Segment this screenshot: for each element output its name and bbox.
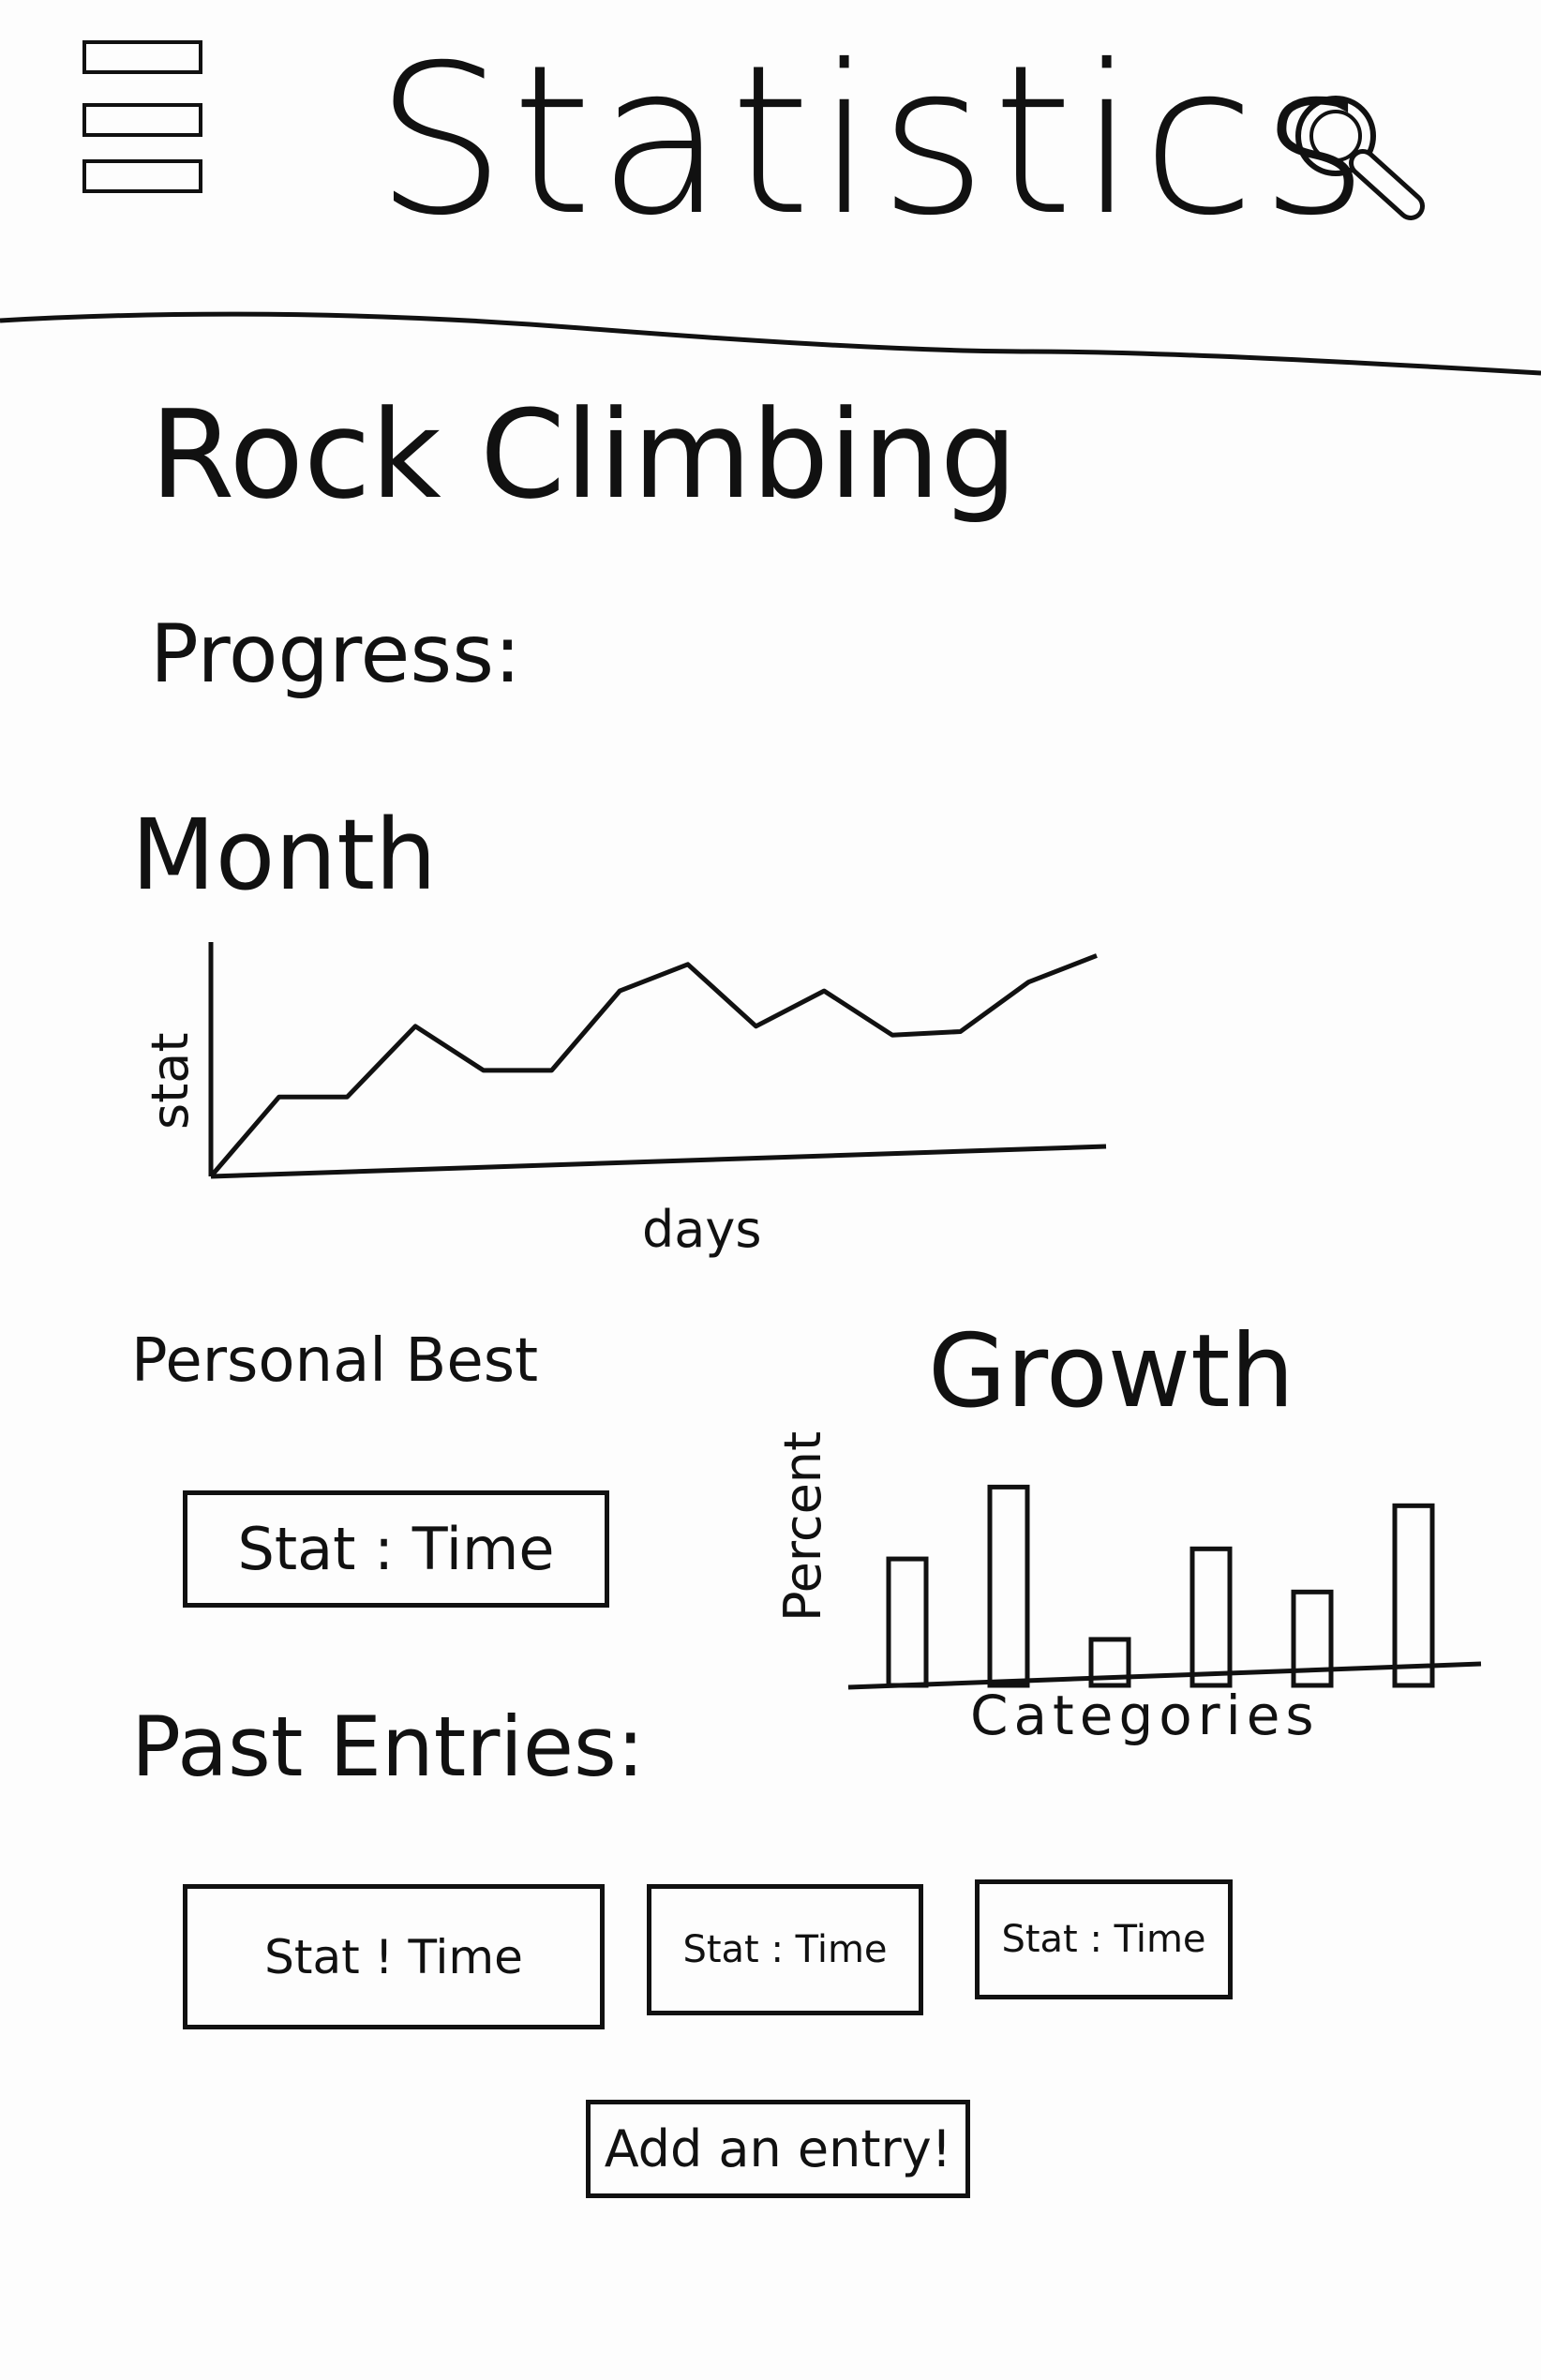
growth-bar <box>1189 1546 1233 1688</box>
activity-title: Rock Climbing <box>150 383 1018 526</box>
past-entry-card[interactable]: Stat : Time <box>647 1884 923 2015</box>
line-chart-ylabel: stat <box>141 1032 200 1130</box>
growth-ylabel: Percent <box>773 1431 832 1622</box>
past-entries-label: Past Entries: <box>131 1699 645 1795</box>
magnifier-search-icon <box>1295 96 1425 220</box>
growth-bar <box>1088 1637 1131 1688</box>
month-label: Month <box>131 798 437 912</box>
x-axis <box>847 1661 1482 1690</box>
search-button[interactable] <box>1284 84 1434 234</box>
progress-line-chart: stat days <box>141 942 1107 1259</box>
bars <box>886 1484 1435 1688</box>
personal-best-label: Personal Best <box>131 1326 539 1396</box>
add-entry-label: Add an entry! <box>604 2119 952 2178</box>
growth-bar <box>1392 1503 1435 1688</box>
growth-bar <box>1291 1589 1334 1688</box>
line-series <box>209 953 1098 1178</box>
growth-label: Growth <box>928 1313 1294 1430</box>
growth-bar <box>886 1556 929 1688</box>
x-axis <box>210 1144 1107 1179</box>
line-chart-xlabel: days <box>642 1200 761 1259</box>
add-entry-button[interactable]: Add an entry! <box>586 2100 970 2198</box>
personal-best-card[interactable]: Stat : Time <box>183 1490 609 1608</box>
past-entry-value: Stat : Time <box>682 1928 888 1971</box>
growth-xlabel: Categories <box>970 1684 1320 1747</box>
header-divider <box>0 311 1541 376</box>
past-entry-card[interactable]: Stat ! Time <box>183 1884 605 2029</box>
page-title: Statistics <box>375 21 1374 261</box>
past-entry-value: Stat : Time <box>1001 1918 1206 1961</box>
past-entry-value: Stat ! Time <box>264 1929 523 1984</box>
growth-bar <box>987 1484 1030 1688</box>
past-entry-card[interactable]: Stat : Time <box>975 1879 1233 1999</box>
menu-button[interactable] <box>75 33 225 197</box>
growth-bar-chart: Percent Categories <box>773 1431 1482 1747</box>
progress-label: Progress: <box>150 607 521 701</box>
personal-best-value: Stat : Time <box>237 1515 555 1583</box>
